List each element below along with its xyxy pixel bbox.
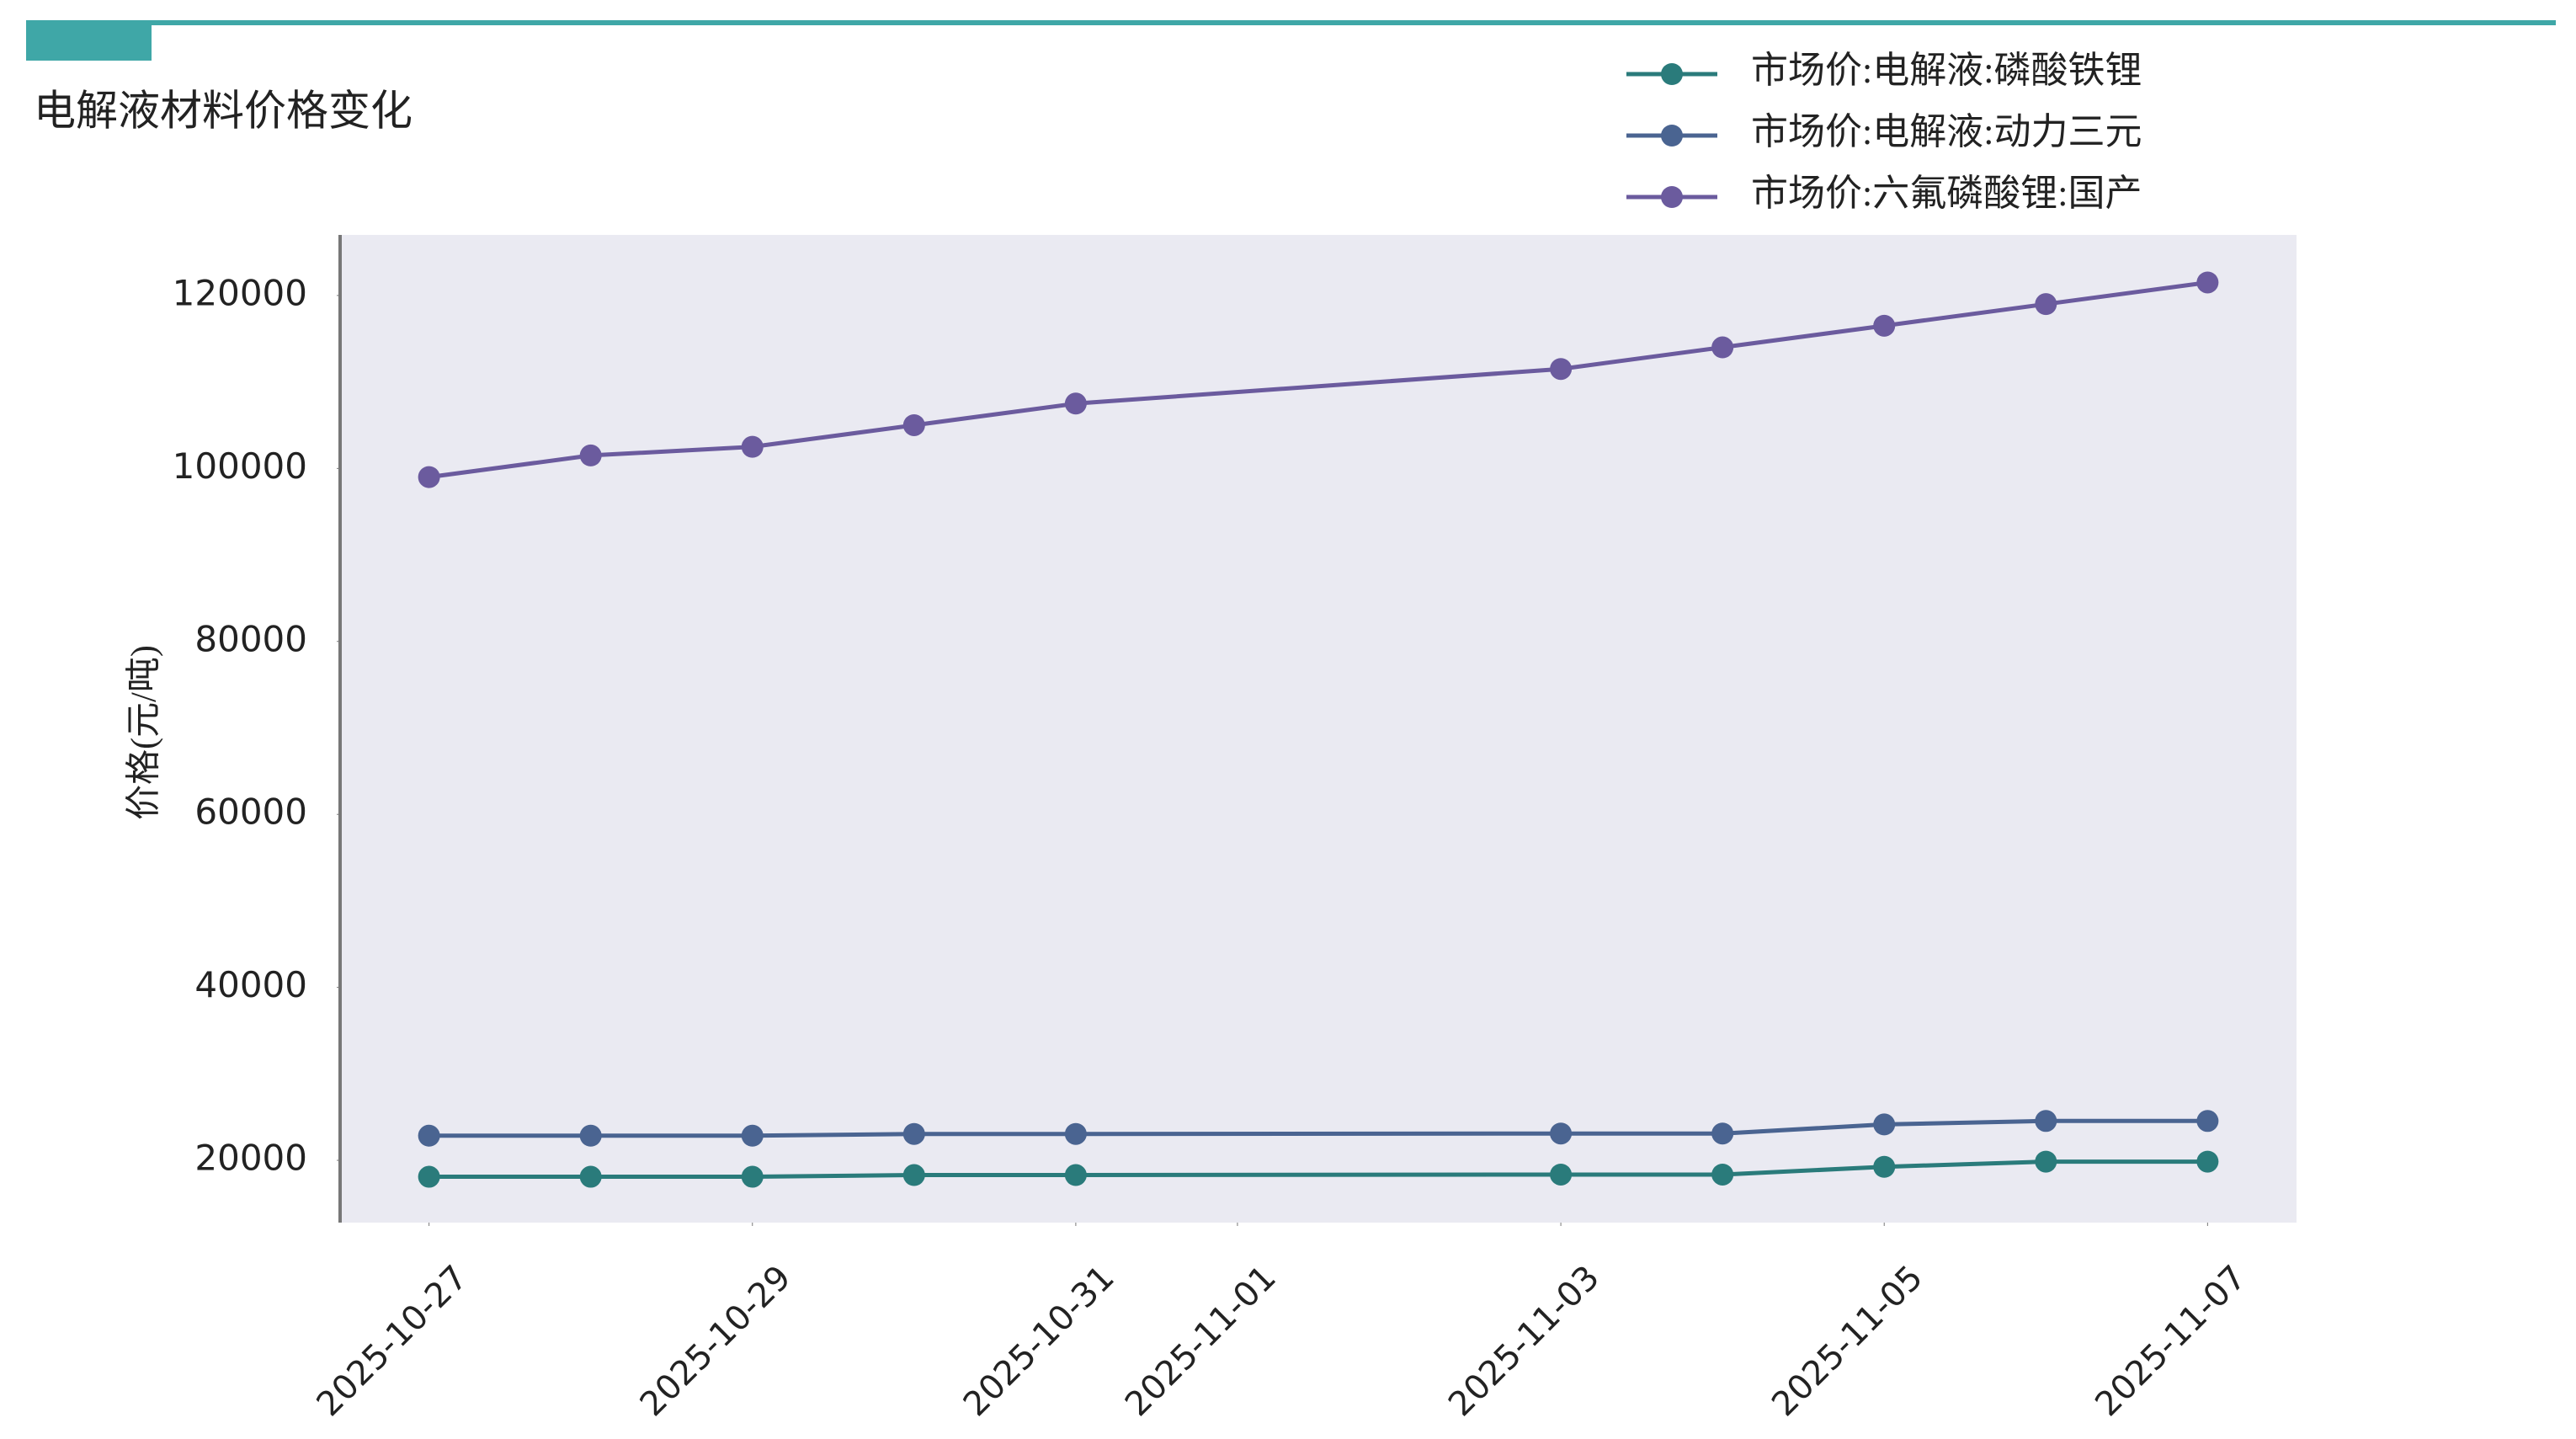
chart-title: 电解液材料价格变化 [34, 87, 412, 134]
data-point [2196, 271, 2219, 294]
data-point [579, 444, 602, 466]
data-point [2196, 1150, 2219, 1173]
data-point [1064, 392, 1087, 415]
legend-label: 市场价:电解液:动力三元 [1751, 111, 2142, 152]
data-point [1873, 1155, 1896, 1178]
data-point [1711, 1122, 1734, 1145]
y-tick-label: 20000 [194, 1138, 307, 1179]
data-point [2035, 293, 2057, 316]
data-point [418, 1124, 440, 1147]
data-point [1873, 314, 1896, 337]
legend-label: 市场价:六氟磷酸锂:国产 [1751, 173, 2142, 214]
series-line [428, 1159, 2208, 1180]
data-point [418, 466, 440, 488]
data-point [1550, 358, 1573, 381]
legend-marker [1661, 63, 1683, 85]
legend-marker [1661, 186, 1683, 208]
data-point [741, 1124, 764, 1147]
data-point [1064, 1164, 1087, 1186]
top-rule [26, 20, 2556, 25]
data-point [902, 1122, 925, 1145]
data-point [2196, 1110, 2219, 1133]
data-point [1711, 1163, 1734, 1186]
y-tick-label: 40000 [194, 964, 307, 1005]
data-point [1873, 1113, 1896, 1136]
data-point [1711, 336, 1734, 359]
series-line [428, 280, 2208, 480]
data-point [2035, 1150, 2057, 1173]
data-point [1550, 1122, 1573, 1145]
series-line [428, 1118, 2208, 1138]
data-point [579, 1165, 602, 1188]
y-tick-label: 60000 [194, 791, 307, 833]
data-point [902, 413, 925, 436]
y-tick-label: 120000 [173, 272, 307, 313]
y-axis-label: 价格(元/吨) [125, 645, 164, 820]
data-point [579, 1124, 602, 1147]
top-block [26, 20, 152, 61]
y-tick-label: 100000 [173, 445, 307, 487]
plot-area [340, 235, 2297, 1223]
data-point [2035, 1110, 2057, 1133]
data-point [741, 1165, 764, 1188]
data-point [1550, 1163, 1573, 1186]
data-point [741, 435, 764, 458]
y-tick-label: 80000 [194, 618, 307, 659]
data-point [902, 1164, 925, 1186]
legend-label: 市场价:电解液:磷酸铁锂 [1751, 50, 2142, 91]
data-point [1064, 1122, 1087, 1145]
legend-marker [1661, 125, 1683, 147]
data-point [418, 1165, 440, 1188]
